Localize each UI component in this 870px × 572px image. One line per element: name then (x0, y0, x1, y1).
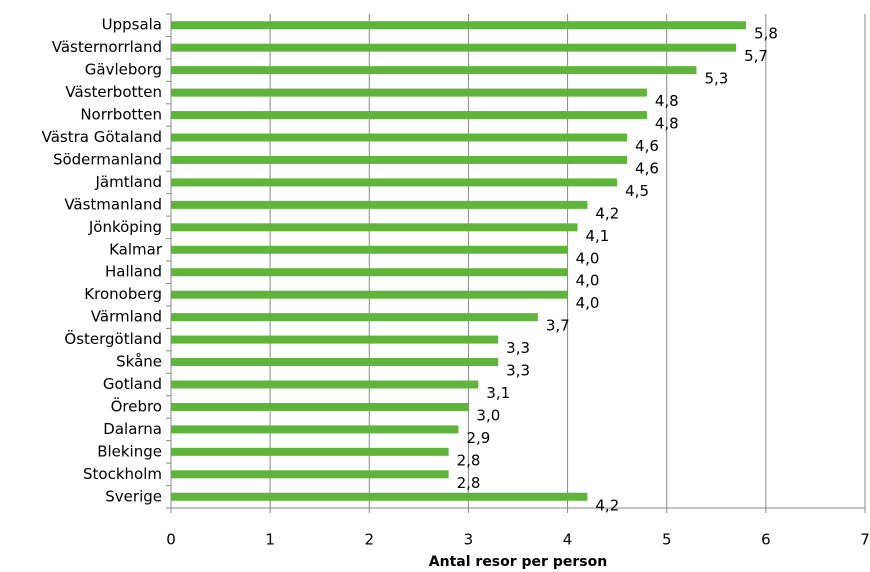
bar (171, 155, 628, 164)
data-label: 3,7 (546, 317, 570, 335)
y-tick-label: Norrbotten (80, 106, 162, 124)
bar (171, 380, 479, 389)
bar (171, 470, 449, 479)
x-tick-label: 7 (860, 531, 870, 549)
bar (171, 88, 647, 97)
data-label: 4,1 (585, 227, 609, 245)
y-tick-label: Västra Götaland (42, 128, 162, 146)
bar (171, 335, 499, 344)
data-label: 4,0 (576, 294, 600, 312)
bar (171, 268, 568, 277)
data-label: 3,3 (506, 362, 530, 380)
y-tick-label: Uppsala (102, 16, 162, 34)
y-tick-label: Östergötland (64, 329, 162, 348)
data-label: 2,8 (457, 474, 481, 492)
x-tick-label: 3 (464, 531, 474, 549)
bar (171, 21, 747, 30)
data-label: 4,2 (595, 204, 619, 222)
bar (171, 43, 737, 52)
data-label: 3,3 (506, 339, 530, 357)
y-tick-label: Värmland (91, 308, 162, 326)
y-tick-label: Västmanland (64, 195, 162, 213)
bar (171, 200, 588, 209)
y-tick-label: Gävleborg (85, 61, 162, 79)
x-tick-label: 1 (265, 531, 275, 549)
bar (171, 133, 628, 142)
y-tick-label: Sverige (105, 487, 162, 505)
bar (171, 313, 538, 322)
bar (171, 425, 459, 434)
data-label: 4,2 (595, 496, 619, 514)
y-tick-label: Blekinge (97, 442, 162, 460)
bar (171, 178, 618, 187)
y-tick-label: Kronoberg (84, 285, 162, 303)
bar (171, 111, 647, 120)
data-label: 4,5 (625, 182, 649, 200)
y-tick-label: Jönköping (88, 218, 162, 236)
y-tick-label: Västernorrland (52, 38, 162, 56)
data-label: 3,0 (476, 406, 500, 424)
x-tick-label: 5 (662, 531, 672, 549)
bar (171, 447, 449, 456)
bar (171, 358, 499, 367)
x-tick-label: 2 (365, 531, 375, 549)
bar (171, 402, 469, 411)
y-tick-label: Södermanland (53, 150, 162, 168)
y-tick-label: Skåne (116, 353, 162, 371)
data-label: 4,6 (635, 159, 659, 177)
data-label: 4,0 (576, 249, 600, 267)
data-label: 4,8 (655, 115, 679, 133)
data-label: 5,8 (754, 25, 778, 43)
bar (171, 492, 588, 501)
data-label: 4,8 (655, 92, 679, 110)
y-tick-label: Västerbotten (65, 83, 162, 101)
y-tick-label: Halland (105, 263, 162, 281)
y-tick-label: Gotland (103, 375, 162, 393)
data-label: 2,9 (467, 429, 491, 447)
y-tick-label: Jämtland (95, 173, 163, 191)
x-axis-label: Antal resor per person (429, 554, 607, 570)
data-label: 5,3 (704, 70, 728, 88)
x-tick-label: 6 (761, 531, 771, 549)
bar (171, 223, 578, 232)
bar (171, 66, 697, 75)
bar (171, 245, 568, 254)
data-label: 5,7 (744, 47, 768, 65)
y-tick-label: Stockholm (83, 465, 162, 483)
y-tick-label: Örebro (111, 396, 162, 415)
x-tick-label: 0 (166, 531, 176, 549)
data-label: 4,6 (635, 137, 659, 155)
bar (171, 290, 568, 299)
x-tick-label: 4 (563, 531, 573, 549)
y-tick-label: Dalarna (103, 420, 162, 438)
data-label: 2,8 (457, 451, 481, 469)
y-tick-label: Kalmar (109, 240, 163, 258)
data-label: 3,1 (486, 384, 510, 402)
data-label: 4,0 (576, 272, 600, 290)
